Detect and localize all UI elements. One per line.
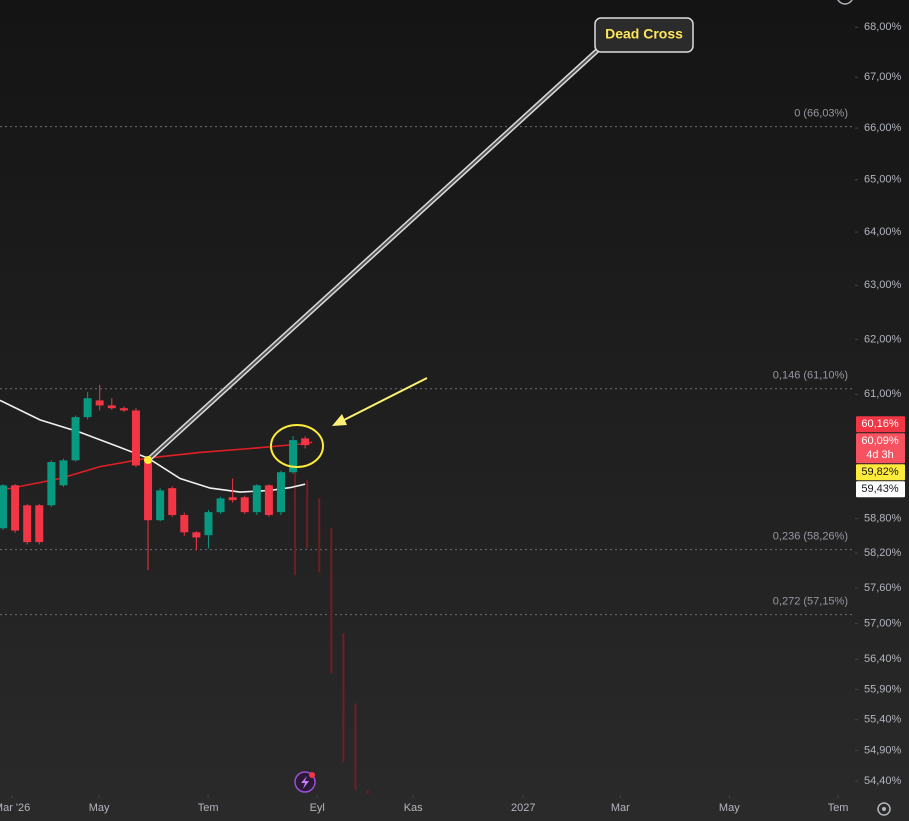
price-label-box [856, 416, 905, 433]
candle-body [131, 410, 140, 466]
candle-body [252, 485, 261, 513]
candle-body [59, 460, 68, 486]
x-tick-label: 2027 [511, 802, 535, 814]
cross-point [144, 456, 152, 464]
x-tick-label: Eyl [310, 802, 325, 814]
x-tick-label: Mar [611, 802, 630, 814]
fib-label: 0,236 (58,26%) [773, 531, 848, 543]
candle-body [83, 398, 92, 418]
y-tick-label: 57,60% [864, 582, 902, 594]
candle-body [216, 498, 225, 513]
top-icon[interactable] [837, 0, 853, 5]
y-axis: 68,00% 67,00% 66,00% 65,00% 64,00% 63,00% 62,0… [855, 21, 905, 787]
fib-label: 0 (66,03%) [794, 107, 848, 119]
candle-body [119, 408, 128, 411]
moving-average-line [0, 399, 306, 493]
price-label: 60,09% [861, 435, 899, 447]
drawings: Dead Cross [144, 0, 891, 816]
y-tick-label: 66,00% [864, 122, 902, 134]
y-tick-label: 54,40% [864, 775, 902, 787]
x-tick-label: Kas [404, 802, 423, 814]
y-tick-label: 55,40% [864, 714, 902, 726]
x-tick-label: Mar '26 [0, 802, 30, 814]
price-label-box [856, 481, 905, 498]
candle-body [276, 472, 285, 513]
x-axis: Mar '26 May Tem Eyl Kas 2027 Mar May Tem [0, 795, 848, 814]
candle-body [144, 460, 153, 521]
settings-icon[interactable] [877, 802, 891, 816]
price-label-box [856, 464, 905, 481]
notification-dot [309, 772, 315, 778]
y-tick-label: 58,80% [864, 512, 902, 524]
arrow-head [332, 414, 347, 426]
settings-icon-center [882, 807, 886, 811]
y-tick-label: 65,00% [864, 174, 902, 186]
price-countdown: 4d 3h [866, 449, 894, 461]
y-tick-label: 58,20% [864, 547, 902, 559]
y-tick-label: 55,90% [864, 683, 902, 695]
y-tick-label: 68,00% [864, 21, 902, 33]
y-tick-label: 62,00% [864, 333, 902, 345]
y-tick-label: 61,00% [864, 388, 902, 400]
candle-body [240, 497, 249, 513]
callout-line-core [147, 47, 601, 461]
callout-box [594, 17, 694, 53]
y-tick-label: 57,00% [864, 617, 902, 629]
candle-body [95, 400, 104, 406]
highlight-circle [270, 424, 324, 468]
y-tick-label: 63,00% [864, 279, 902, 291]
candle-body [35, 505, 44, 543]
candle-body [301, 438, 310, 446]
candle-body [192, 532, 201, 538]
x-tick-label: Tem [828, 802, 849, 814]
candle-body [168, 488, 177, 516]
candle-body [0, 485, 8, 529]
price-label-box [856, 433, 905, 464]
candle-body [264, 485, 273, 516]
price-label: 60,16% [861, 418, 899, 430]
plot-area: 0 (66,03%) 0,146 (61,10%) 0,236 (58,26%) 0,… [0, 107, 855, 794]
candle-body [204, 512, 213, 536]
y-tick-label: 64,00% [864, 226, 902, 238]
y-tick-label: 67,00% [864, 71, 902, 83]
candle-body [71, 417, 80, 461]
candle-body [11, 485, 20, 531]
candle-body [180, 515, 189, 533]
candle-body [156, 490, 165, 521]
candle-body [23, 505, 32, 543]
x-tick-label: May [89, 802, 110, 814]
lightning-glyph [301, 776, 309, 789]
candle-body [228, 497, 237, 501]
candle-body [289, 440, 298, 473]
fib-label: 0,146 (61,10%) [773, 370, 848, 382]
y-tick-label: 56,40% [864, 653, 902, 665]
arrow-shaft [341, 377, 428, 422]
price-label: 59,43% [861, 483, 899, 495]
price-label: 59,82% [861, 466, 899, 478]
x-tick-label: May [719, 802, 740, 814]
y-tick-label: 54,90% [864, 744, 902, 756]
candle-body [107, 405, 116, 409]
callout-text: Dead Cross [605, 26, 683, 42]
fib-label: 0,272 (57,15%) [773, 596, 848, 608]
candle-body [47, 462, 56, 506]
x-tick-label: Tem [198, 802, 219, 814]
